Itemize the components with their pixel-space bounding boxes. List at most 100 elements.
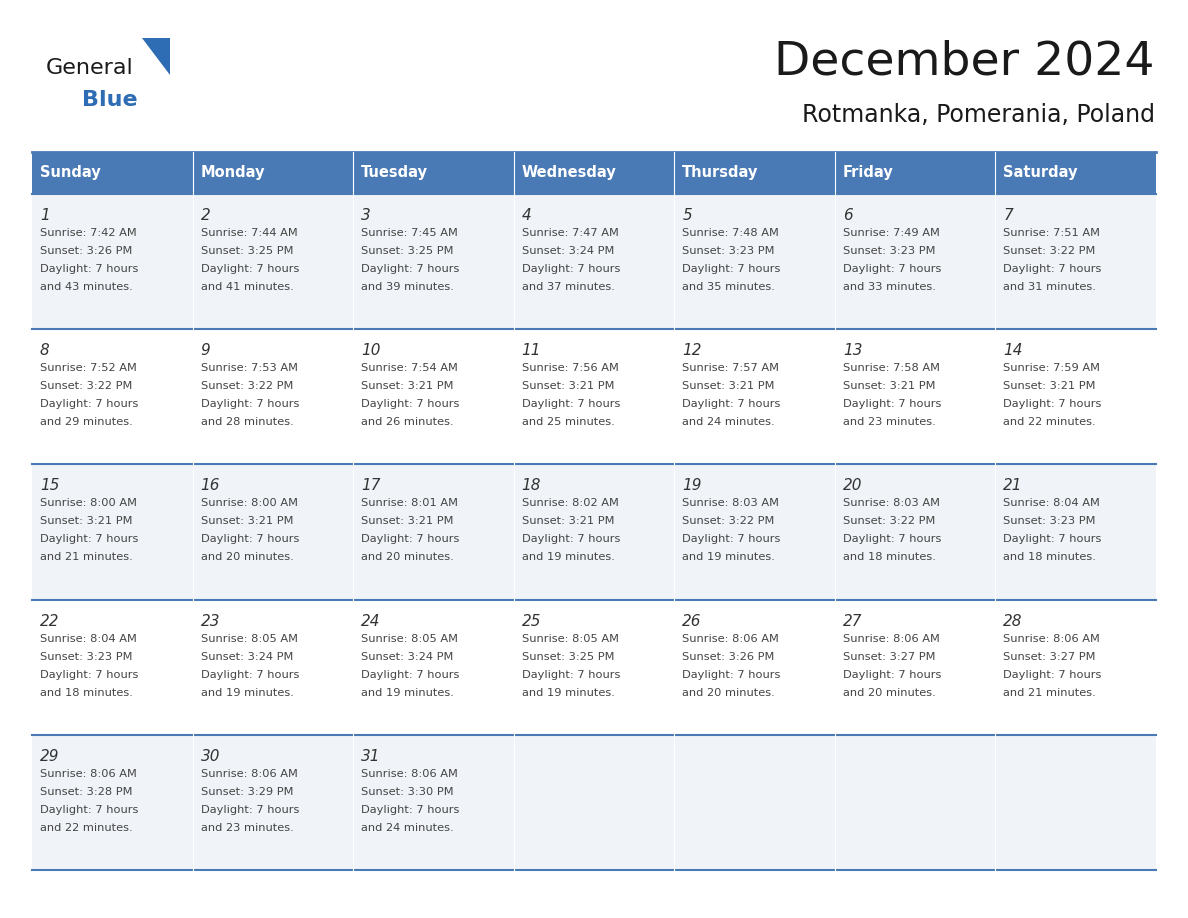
Text: Daylight: 7 hours: Daylight: 7 hours — [1004, 264, 1101, 274]
Text: and 39 minutes.: and 39 minutes. — [361, 282, 454, 292]
Text: Sunrise: 8:04 AM: Sunrise: 8:04 AM — [1004, 498, 1100, 509]
Text: and 43 minutes.: and 43 minutes. — [40, 282, 133, 292]
Text: Friday: Friday — [842, 165, 893, 181]
Text: Daylight: 7 hours: Daylight: 7 hours — [842, 669, 941, 679]
Text: Sunrise: 8:06 AM: Sunrise: 8:06 AM — [40, 768, 137, 778]
Text: 15: 15 — [40, 478, 59, 493]
Text: Tuesday: Tuesday — [361, 165, 428, 181]
Text: Sunrise: 8:02 AM: Sunrise: 8:02 AM — [522, 498, 619, 509]
Text: Daylight: 7 hours: Daylight: 7 hours — [522, 534, 620, 544]
Text: Sunrise: 7:56 AM: Sunrise: 7:56 AM — [522, 364, 619, 374]
Text: and 24 minutes.: and 24 minutes. — [682, 417, 775, 427]
Text: Daylight: 7 hours: Daylight: 7 hours — [361, 399, 460, 409]
Text: Sunrise: 8:03 AM: Sunrise: 8:03 AM — [842, 498, 940, 509]
Text: Sunrise: 8:00 AM: Sunrise: 8:00 AM — [201, 498, 297, 509]
Text: 11: 11 — [522, 343, 542, 358]
Text: and 23 minutes.: and 23 minutes. — [201, 823, 293, 833]
Text: and 21 minutes.: and 21 minutes. — [1004, 688, 1097, 698]
Text: Sunrise: 8:05 AM: Sunrise: 8:05 AM — [361, 633, 459, 644]
Text: Sunrise: 7:53 AM: Sunrise: 7:53 AM — [201, 364, 297, 374]
Text: 12: 12 — [682, 343, 702, 358]
Text: Sunrise: 8:04 AM: Sunrise: 8:04 AM — [40, 633, 137, 644]
Text: Sunset: 3:26 PM: Sunset: 3:26 PM — [682, 652, 775, 662]
Text: and 20 minutes.: and 20 minutes. — [842, 688, 936, 698]
Text: and 31 minutes.: and 31 minutes. — [1004, 282, 1097, 292]
Text: 5: 5 — [682, 208, 693, 223]
Text: Daylight: 7 hours: Daylight: 7 hours — [201, 669, 299, 679]
Text: and 22 minutes.: and 22 minutes. — [1004, 417, 1097, 427]
Text: Sunset: 3:22 PM: Sunset: 3:22 PM — [682, 517, 775, 526]
Text: Sunset: 3:23 PM: Sunset: 3:23 PM — [40, 652, 133, 662]
Text: Sunrise: 7:54 AM: Sunrise: 7:54 AM — [361, 364, 459, 374]
Text: Monday: Monday — [201, 165, 265, 181]
Text: Sunset: 3:25 PM: Sunset: 3:25 PM — [522, 652, 614, 662]
Text: 14: 14 — [1004, 343, 1023, 358]
Text: Saturday: Saturday — [1004, 165, 1078, 181]
Text: Daylight: 7 hours: Daylight: 7 hours — [361, 669, 460, 679]
Text: Sunrise: 7:42 AM: Sunrise: 7:42 AM — [40, 228, 137, 238]
Text: 10: 10 — [361, 343, 380, 358]
Text: Sunset: 3:26 PM: Sunset: 3:26 PM — [40, 246, 132, 256]
Text: and 20 minutes.: and 20 minutes. — [361, 553, 454, 563]
Text: Sunrise: 7:49 AM: Sunrise: 7:49 AM — [842, 228, 940, 238]
Text: Sunrise: 7:47 AM: Sunrise: 7:47 AM — [522, 228, 619, 238]
Text: Sunset: 3:22 PM: Sunset: 3:22 PM — [201, 381, 293, 391]
Text: Sunrise: 8:06 AM: Sunrise: 8:06 AM — [1004, 633, 1100, 644]
Text: Daylight: 7 hours: Daylight: 7 hours — [1004, 669, 1101, 679]
Text: and 29 minutes.: and 29 minutes. — [40, 417, 133, 427]
Text: Sunset: 3:22 PM: Sunset: 3:22 PM — [40, 381, 132, 391]
Text: and 18 minutes.: and 18 minutes. — [842, 553, 936, 563]
Text: Daylight: 7 hours: Daylight: 7 hours — [1004, 399, 1101, 409]
Text: Sunset: 3:23 PM: Sunset: 3:23 PM — [1004, 517, 1095, 526]
Text: and 23 minutes.: and 23 minutes. — [842, 417, 936, 427]
Text: Daylight: 7 hours: Daylight: 7 hours — [842, 399, 941, 409]
Text: and 19 minutes.: and 19 minutes. — [201, 688, 293, 698]
Text: Daylight: 7 hours: Daylight: 7 hours — [40, 264, 138, 274]
Text: and 18 minutes.: and 18 minutes. — [40, 688, 133, 698]
Text: and 18 minutes.: and 18 minutes. — [1004, 553, 1097, 563]
Text: Thursday: Thursday — [682, 165, 759, 181]
Text: Sunset: 3:21 PM: Sunset: 3:21 PM — [201, 517, 293, 526]
Text: Daylight: 7 hours: Daylight: 7 hours — [361, 534, 460, 544]
Text: Daylight: 7 hours: Daylight: 7 hours — [522, 669, 620, 679]
Text: and 33 minutes.: and 33 minutes. — [842, 282, 936, 292]
Text: 26: 26 — [682, 613, 702, 629]
Text: Sunrise: 8:06 AM: Sunrise: 8:06 AM — [842, 633, 940, 644]
Text: 22: 22 — [40, 613, 59, 629]
Text: Daylight: 7 hours: Daylight: 7 hours — [201, 264, 299, 274]
Text: and 22 minutes.: and 22 minutes. — [40, 823, 133, 833]
Text: and 19 minutes.: and 19 minutes. — [522, 688, 614, 698]
Text: Sunrise: 7:59 AM: Sunrise: 7:59 AM — [1004, 364, 1100, 374]
Text: Daylight: 7 hours: Daylight: 7 hours — [682, 534, 781, 544]
Text: Daylight: 7 hours: Daylight: 7 hours — [1004, 534, 1101, 544]
Text: Daylight: 7 hours: Daylight: 7 hours — [682, 399, 781, 409]
Text: 6: 6 — [842, 208, 853, 223]
Text: General: General — [46, 58, 134, 78]
Text: 9: 9 — [201, 343, 210, 358]
Text: Sunrise: 8:05 AM: Sunrise: 8:05 AM — [201, 633, 297, 644]
Text: Daylight: 7 hours: Daylight: 7 hours — [361, 805, 460, 815]
Text: 7: 7 — [1004, 208, 1013, 223]
Text: Sunset: 3:23 PM: Sunset: 3:23 PM — [682, 246, 775, 256]
Text: and 28 minutes.: and 28 minutes. — [201, 417, 293, 427]
Text: Sunrise: 7:51 AM: Sunrise: 7:51 AM — [1004, 228, 1100, 238]
Text: Sunset: 3:30 PM: Sunset: 3:30 PM — [361, 787, 454, 797]
Text: Sunrise: 7:44 AM: Sunrise: 7:44 AM — [201, 228, 297, 238]
Text: Sunrise: 8:00 AM: Sunrise: 8:00 AM — [40, 498, 137, 509]
Text: 23: 23 — [201, 613, 220, 629]
Text: Daylight: 7 hours: Daylight: 7 hours — [40, 805, 138, 815]
Text: and 20 minutes.: and 20 minutes. — [201, 553, 293, 563]
Text: Daylight: 7 hours: Daylight: 7 hours — [522, 264, 620, 274]
Text: 21: 21 — [1004, 478, 1023, 493]
Text: December 2024: December 2024 — [775, 39, 1155, 84]
Text: Sunrise: 7:48 AM: Sunrise: 7:48 AM — [682, 228, 779, 238]
Text: and 35 minutes.: and 35 minutes. — [682, 282, 775, 292]
Text: Sunrise: 8:03 AM: Sunrise: 8:03 AM — [682, 498, 779, 509]
Text: Sunrise: 8:06 AM: Sunrise: 8:06 AM — [201, 768, 297, 778]
Text: Sunrise: 8:06 AM: Sunrise: 8:06 AM — [361, 768, 459, 778]
Text: and 26 minutes.: and 26 minutes. — [361, 417, 454, 427]
Text: Sunrise: 7:58 AM: Sunrise: 7:58 AM — [842, 364, 940, 374]
Text: Daylight: 7 hours: Daylight: 7 hours — [40, 669, 138, 679]
Text: 30: 30 — [201, 749, 220, 764]
Text: 27: 27 — [842, 613, 862, 629]
